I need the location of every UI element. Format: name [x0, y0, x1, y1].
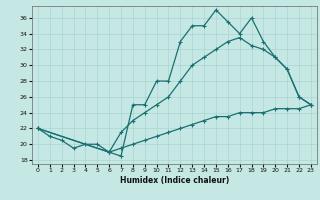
- X-axis label: Humidex (Indice chaleur): Humidex (Indice chaleur): [120, 176, 229, 185]
